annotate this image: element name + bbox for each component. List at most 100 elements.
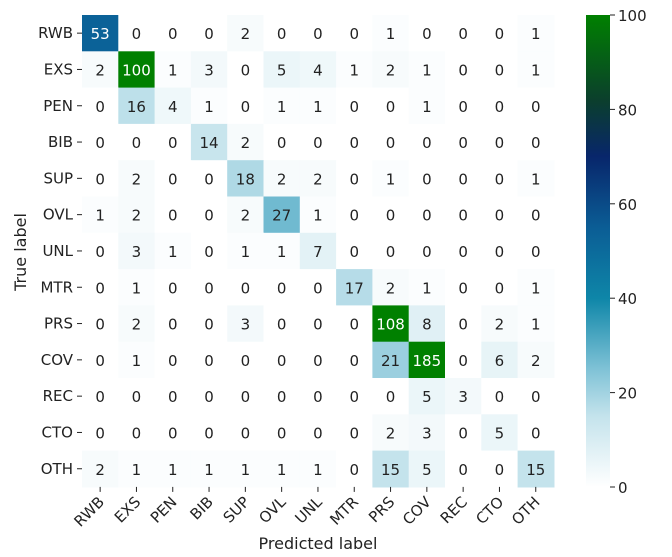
heatmap-cell	[154, 15, 192, 52]
cell-value-label: 0	[95, 388, 105, 406]
cell-value-label: 0	[349, 424, 359, 442]
heatmap-cell	[445, 305, 482, 343]
cell-value-label: 0	[495, 279, 505, 297]
heatmap-cell	[445, 87, 482, 125]
cell-value-label: 0	[531, 98, 541, 116]
heatmap-cell	[190, 87, 228, 125]
heatmap-cell	[336, 378, 373, 415]
cell-value-label: 0	[132, 25, 142, 43]
heatmap-cell	[372, 15, 410, 52]
heatmap-cell	[227, 305, 265, 343]
heatmap-cell	[299, 51, 337, 89]
heatmap-cell	[372, 450, 410, 488]
cell-value-label: 0	[241, 424, 251, 442]
heatmap-cell	[118, 196, 156, 234]
cell-value-label: 8	[422, 316, 432, 334]
cell-value-label: 2	[313, 170, 323, 188]
heatmap-cell	[481, 305, 519, 343]
cell-value-label: 3	[204, 61, 214, 79]
heatmap-cell	[263, 51, 301, 89]
cell-value-label: 18	[236, 170, 255, 188]
cell-value-label: 1	[531, 25, 541, 43]
cell-value-label: 1	[422, 98, 432, 116]
x-tick-label: UNL	[291, 493, 326, 528]
cell-value-label: 0	[422, 170, 432, 188]
x-tick-label: OVL	[255, 493, 290, 528]
heatmap-cell	[372, 269, 410, 306]
cell-value-label: 0	[277, 279, 287, 297]
cell-value-label: 0	[168, 207, 178, 225]
cell-value-label: 0	[168, 279, 178, 297]
y-tick-label: EXS	[44, 60, 73, 78]
heatmap-cell	[372, 378, 410, 415]
heatmap-cell	[299, 123, 337, 161]
heatmap-cell	[82, 87, 119, 125]
heatmap-cell	[82, 51, 119, 89]
cell-value-label: 7	[313, 243, 323, 261]
heatmap-cell	[82, 15, 119, 52]
cell-value-label: 0	[313, 388, 323, 406]
cell-value-label: 0	[422, 243, 432, 261]
cell-value-label: 0	[204, 388, 214, 406]
cell-value-label: 2	[531, 352, 541, 370]
heatmap-cell	[190, 378, 228, 415]
cell-value-label: 0	[531, 388, 541, 406]
cell-value-label: 27	[272, 207, 291, 225]
y-axis: RWB EXS PEN BIB SUP OVL UNL MTR PRS COV REC CTO OTH	[38, 24, 82, 478]
cell-value-label: 15	[381, 461, 400, 479]
cell-value-label: 1	[386, 170, 396, 188]
cell-value-label: 17	[345, 279, 364, 297]
heatmap-cell	[154, 51, 192, 89]
heatmap-cell	[517, 269, 555, 306]
cell-value-label: 0	[531, 424, 541, 442]
heatmap-cell	[408, 15, 446, 52]
heatmap-cell	[154, 196, 192, 234]
heatmap-cell	[481, 450, 519, 488]
cell-value-label: 0	[313, 134, 323, 152]
heatmap-cell	[372, 232, 410, 270]
cell-value-label: 0	[349, 134, 359, 152]
heatmap-cell-labels: 53 0 0 0 2 0 0 0 1 0 0 0 12 100 1 3 0 5 4 1 2 1 0 0 10 16 4 1 0 1 1 0 0 1…	[91, 25, 546, 479]
heatmap-cell	[336, 160, 373, 198]
colorbar-tick-label: 100	[618, 7, 647, 25]
cell-value-label: 0	[349, 316, 359, 334]
cell-value-label: 1	[349, 61, 359, 79]
cell-value-label: 100	[122, 61, 151, 79]
heatmap-cell	[82, 341, 119, 379]
y-tick-label: OVL	[43, 206, 74, 224]
y-tick-label: MTR	[40, 278, 73, 296]
cell-value-label: 1	[422, 61, 432, 79]
heatmap-cell	[154, 160, 192, 198]
y-tick-label: SUP	[43, 169, 73, 187]
cell-value-label: 0	[277, 25, 287, 43]
cell-value-label: 0	[495, 388, 505, 406]
cell-value-label: 0	[495, 134, 505, 152]
cell-value-label: 0	[458, 25, 468, 43]
heatmap-cell	[154, 378, 192, 415]
heatmap-cell	[82, 123, 119, 161]
heatmap-cell	[227, 269, 265, 306]
cell-value-label: 0	[495, 207, 505, 225]
heatmap-cell	[481, 269, 519, 306]
heatmap-cell	[372, 305, 410, 343]
heatmap-cell	[517, 341, 555, 379]
cell-value-label: 0	[204, 170, 214, 188]
heatmap-cell	[481, 87, 519, 125]
y-tick-label: RWB	[38, 24, 73, 42]
cell-value-label: 0	[313, 279, 323, 297]
cell-value-label: 0	[349, 25, 359, 43]
heatmap-cell	[263, 378, 301, 415]
heatmap-cell	[517, 378, 555, 415]
colorbar-tick-label: 80	[618, 101, 637, 119]
y-tick-label: OTH	[41, 460, 73, 478]
heatmap-cell	[263, 414, 301, 452]
heatmap-cell	[299, 269, 337, 306]
cell-value-label: 6	[495, 352, 505, 370]
cell-value-label: 1	[531, 316, 541, 334]
heatmap-cell	[82, 269, 119, 306]
heatmap-cell	[118, 15, 156, 52]
heatmap-cell	[336, 341, 373, 379]
heatmap-cell	[118, 160, 156, 198]
